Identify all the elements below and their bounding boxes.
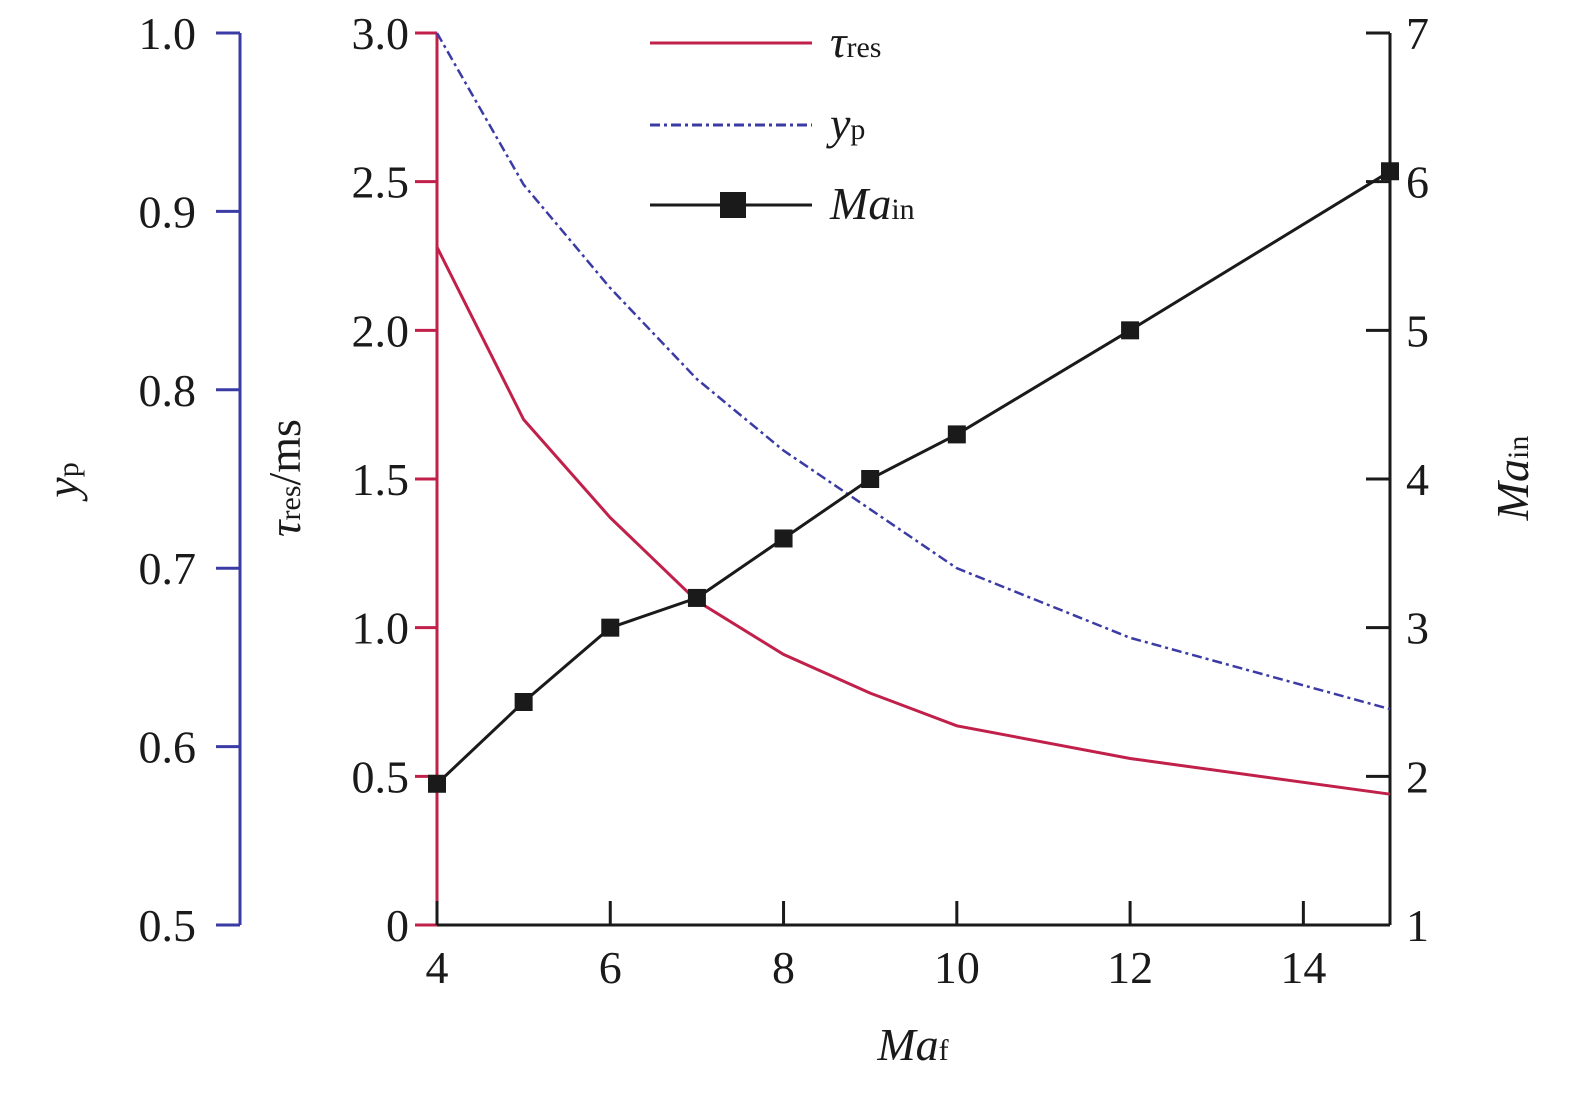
legend-marker <box>720 192 746 218</box>
yp-tick-label: 0.8 <box>139 365 197 416</box>
series-line-2 <box>435 170 1391 785</box>
main-axis-label: Main <box>1487 436 1538 522</box>
series-marker <box>1381 162 1399 181</box>
series-marker <box>861 470 880 488</box>
x-tick-label: 12 <box>1107 942 1153 993</box>
main-tick-label: 3 <box>1406 603 1429 654</box>
tau-tick-label: 1.0 <box>352 603 410 654</box>
legend-label-1: yp <box>826 98 865 149</box>
tau-tick-label: 2.5 <box>352 157 410 208</box>
series-marker <box>428 774 446 793</box>
legend-label-0: τres <box>830 16 881 67</box>
yp-tick-label: 0.7 <box>139 543 197 594</box>
x-axis-label: Maf <box>876 1019 948 1070</box>
series-marker <box>601 618 620 637</box>
series-marker <box>774 529 793 548</box>
series-line-1 <box>435 32 1391 711</box>
x-tick-label: 10 <box>934 942 980 993</box>
yp-tick-label: 1.0 <box>139 8 197 59</box>
main-tick-label: 2 <box>1406 751 1429 802</box>
tau-axis-label: τres/ms <box>259 419 310 537</box>
yp-tick-label: 0.9 <box>139 186 197 237</box>
tau-tick-label: 3.0 <box>352 8 410 59</box>
main-tick-label: 7 <box>1406 8 1429 59</box>
yp-axis-label: yp <box>37 462 88 501</box>
series-line-0 <box>435 246 1391 796</box>
x-tick-label: 8 <box>772 942 795 993</box>
x-tick-label: 6 <box>599 942 622 993</box>
tau-tick-label: 1.5 <box>352 454 410 505</box>
series-marker <box>687 588 706 607</box>
yp-tick-label: 0.5 <box>139 900 197 951</box>
main-tick-label: 5 <box>1406 305 1429 356</box>
tau-tick-label: 0 <box>386 900 409 951</box>
x-tick-label: 4 <box>426 942 449 993</box>
main-tick-label: 1 <box>1406 900 1429 951</box>
tau-tick-label: 0.5 <box>352 751 410 802</box>
series-marker <box>1121 321 1140 340</box>
tau-tick-label: 2.0 <box>352 305 410 356</box>
main-tick-label: 4 <box>1406 454 1429 505</box>
yp-tick-label: 0.6 <box>139 722 197 773</box>
legend-label-2: Main <box>829 178 915 229</box>
series-marker <box>514 693 533 711</box>
x-tick-label: 14 <box>1280 942 1326 993</box>
series-marker <box>947 425 966 444</box>
main-tick-label: 6 <box>1406 157 1429 208</box>
